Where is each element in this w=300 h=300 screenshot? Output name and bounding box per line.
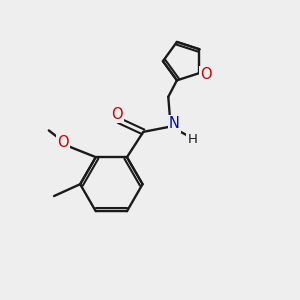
Text: H: H — [188, 133, 198, 146]
Text: O: O — [200, 67, 212, 82]
Text: O: O — [57, 135, 69, 150]
Text: O: O — [111, 106, 122, 122]
Text: N: N — [169, 116, 180, 131]
